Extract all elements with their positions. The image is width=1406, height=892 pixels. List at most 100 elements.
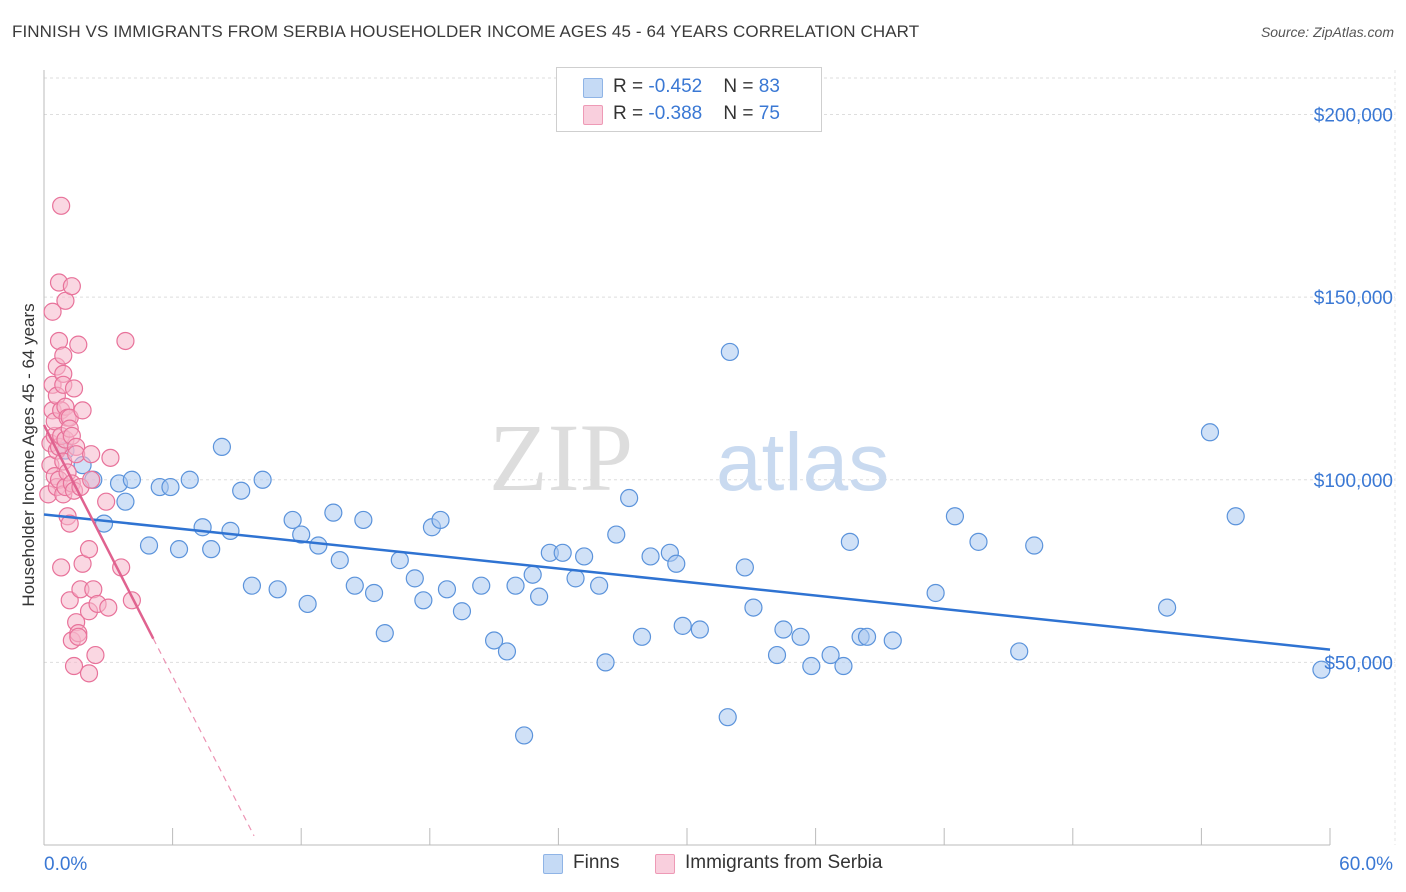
finns-point (283, 510, 302, 530)
finns-point (969, 532, 988, 551)
legend-n-value-finns: 83 (758, 76, 780, 97)
serbia-point (64, 656, 84, 676)
finns-point (437, 580, 457, 599)
legend-swatch-finns (583, 78, 603, 98)
serbia-point (62, 277, 81, 296)
serbia-trend-extension (152, 638, 255, 837)
finns-point (718, 708, 737, 727)
finns-point (472, 576, 491, 595)
legend-text-finns: R = -0.452 N = 83 (613, 76, 780, 97)
y-axis-label: Householder Income Ages 45 - 64 years (19, 303, 38, 607)
finns-point (530, 587, 549, 606)
serbia-point (60, 514, 79, 533)
legend-text-serbia: R = -0.388 N = 75 (613, 103, 780, 124)
serbia-point (99, 598, 118, 617)
finns-point (122, 470, 141, 489)
watermark: ZIP atlas (489, 404, 889, 511)
chart-title: FINNISH VS IMMIGRANTS FROM SERBIA HOUSEH… (12, 22, 920, 41)
finns-point (667, 554, 686, 573)
finns-point (354, 510, 373, 530)
finns-point (253, 470, 272, 489)
finns-point (840, 532, 859, 551)
finns-point (802, 656, 821, 676)
finns-point (414, 591, 433, 610)
finns-point (515, 726, 534, 745)
y-tick-label: $150,000 (1314, 288, 1393, 309)
serbia-point (116, 331, 135, 351)
finns-point (506, 576, 525, 595)
finns-point (292, 525, 311, 544)
x-tick-label-max: 60.0% (1339, 854, 1393, 875)
y-tick-label: $100,000 (1314, 471, 1393, 492)
finns-point (1025, 536, 1044, 555)
legend-swatch-serbia (583, 105, 603, 125)
legend-n-value-serbia: 75 (758, 103, 780, 124)
serbia-point (73, 401, 92, 420)
finns-point (345, 576, 364, 595)
finns-point (375, 624, 394, 643)
finns-point (1226, 507, 1245, 526)
finns-point (161, 477, 180, 497)
finns-point (405, 569, 424, 588)
series-finns-points (56, 342, 1331, 745)
finns-point (575, 547, 594, 566)
source-attribution: Source: ZipAtlas.com (1260, 24, 1394, 40)
finns-point (268, 580, 287, 599)
finns-point (202, 540, 221, 559)
finns-point (193, 518, 212, 537)
finns-point (390, 551, 409, 570)
finns-point (298, 594, 317, 614)
finns-point (221, 521, 240, 540)
finns-point (590, 576, 609, 595)
series-legend: Finns Immigrants from Serbia (0, 852, 1406, 878)
finns-point (834, 656, 853, 676)
y-tick-label: $50,000 (1324, 653, 1393, 674)
finns-point (673, 616, 692, 635)
serbia-point (86, 645, 105, 665)
serbia-point (52, 196, 71, 215)
serbia-point (82, 445, 101, 464)
finns-point (1312, 660, 1331, 679)
legend-label-finns: Finns (573, 852, 620, 873)
legend-swatch-serbia-bottom (655, 854, 675, 874)
finns-point (607, 525, 626, 544)
finns-point (566, 569, 585, 588)
serbia-point (52, 558, 71, 577)
finns-point (497, 642, 517, 661)
finns-point (774, 620, 793, 639)
series-serbia-points (39, 196, 141, 683)
serbia-trend-line (42, 424, 155, 640)
finns-point (116, 492, 135, 511)
finns-point (926, 583, 945, 603)
tick-labels: $50,000 $100,000 $150,000 $200,000 0.0% 60.0% (44, 106, 1393, 875)
finns-point (821, 645, 840, 665)
correlation-legend: R = -0.452 N = 83 R = -0.388 N = 75 (556, 67, 822, 132)
legend-swatch-finns-bottom (543, 854, 563, 874)
finns-point (364, 583, 384, 603)
finns-point (1200, 423, 1220, 442)
serbia-point (97, 492, 116, 511)
finns-point (523, 565, 542, 584)
serbia-point (79, 664, 99, 683)
finns-point (1010, 642, 1029, 661)
finns-point (309, 536, 328, 555)
serbia-point (54, 346, 73, 365)
legend-label-serbia: Immigrants from Serbia (685, 852, 883, 873)
finns-point (641, 547, 660, 566)
serbia-point (60, 591, 79, 610)
trend-lines (42, 424, 1331, 837)
finns-point (1158, 598, 1177, 617)
finns-point (232, 481, 251, 500)
finns-point (452, 602, 472, 621)
serbia-point (69, 335, 88, 354)
finns-point (242, 576, 262, 595)
finns-point (767, 645, 787, 665)
finns-point (139, 536, 159, 555)
legend-r-value-serbia: -0.388 (648, 103, 703, 124)
finns-point (735, 558, 754, 577)
finns-point (883, 631, 902, 650)
serbia-point (43, 302, 62, 321)
finns-trend-line (43, 513, 1331, 651)
finns-point (180, 470, 199, 489)
